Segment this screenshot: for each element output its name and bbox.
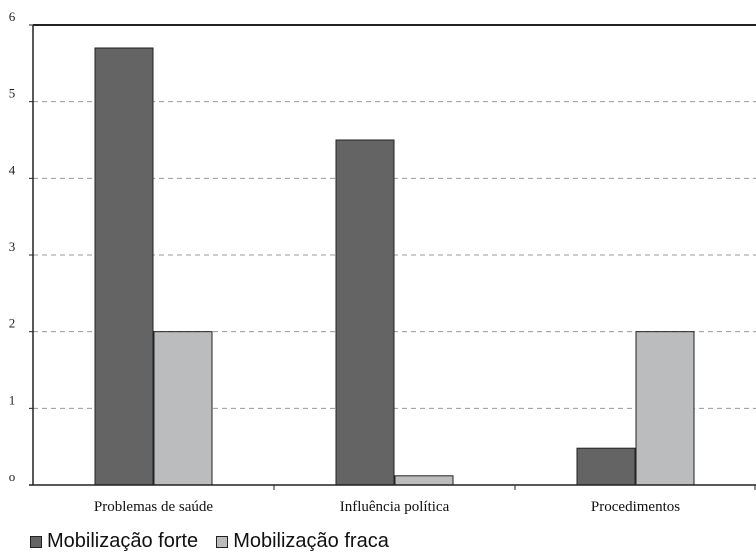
x-category-label: Procedimentos [591,499,680,515]
x-category-label: Problemas de saúde [94,499,213,515]
bar-forte [576,447,636,486]
y-tick-label: o [9,469,16,484]
legend-label-fraca: Mobilização fraca [233,530,389,552]
bar-fraca [635,331,695,486]
y-tick-label: 6 [9,9,16,24]
y-tick-label: 3 [9,239,16,254]
y-tick-label: 4 [9,162,16,177]
bar-fraca [394,475,454,486]
x-category-label: Influência política [340,499,450,515]
legend-item-forte: Mobilização forte [30,530,198,553]
y-tick-label: 5 [9,86,16,101]
bar-chart: o 1 2 3 4 5 6 Problemas de saúde Influência polí… [9,9,756,515]
y-tick-label: 2 [9,316,16,331]
bar-forte [335,139,395,486]
bar-forte [94,47,154,486]
y-tick-label: 1 [9,392,16,407]
legend-swatch-forte [30,535,42,548]
legend-swatch-fraca [216,535,229,548]
legend-item-fraca: Mobilização fraca [216,530,389,553]
bar-fraca [153,331,213,486]
legend-label-forte: Mobilização forte [47,530,199,552]
legend: Mobilização forte Mobilização fraca [30,530,407,553]
